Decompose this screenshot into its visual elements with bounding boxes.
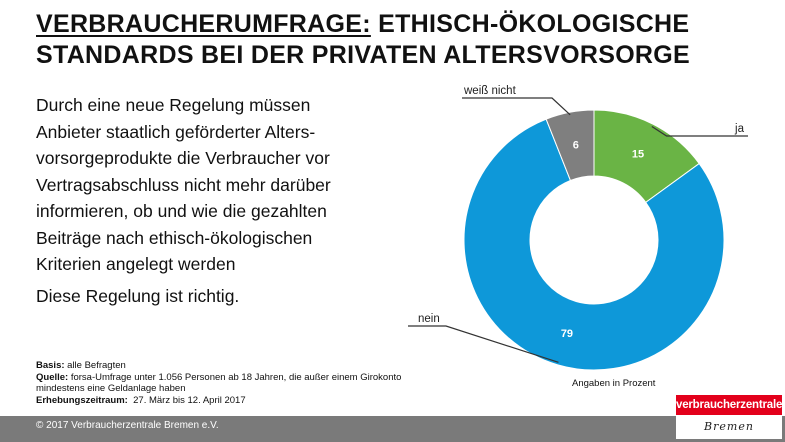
- slice-value-label: 15: [632, 149, 644, 161]
- title-line-2: STANDARDS BEI DER PRIVATEN ALTERSVORSORG…: [36, 41, 691, 69]
- footer-bar: © 2017 Verbraucherzentrale Bremen e.V.: [0, 416, 785, 442]
- source-label: Quelle:: [36, 371, 69, 383]
- intro-line: Anbieter staatlich geförderter Alters-: [36, 121, 316, 142]
- basis-label: Basis:: [36, 360, 65, 371]
- category-label: weiß nicht: [463, 85, 517, 97]
- donut-slice-nein: [463, 118, 725, 371]
- source-value: forsa-Umfrage unter 1.056 Personen ab 18…: [70, 371, 402, 383]
- leader-line: [651, 125, 748, 137]
- intro-line: informieren, ob und wie die gezahlten: [36, 201, 327, 221]
- source-value-cont: mindestens eine Geldanlage haben: [36, 383, 186, 395]
- brand-logo: verbraucherzentrale Bremen: [676, 395, 782, 439]
- title-lead: VERBRAUCHERUMFRAGE:: [36, 10, 371, 38]
- intro-line: Kriterien angelegt werden: [36, 254, 236, 274]
- basis-value: alle Befragten: [67, 360, 126, 371]
- survey-statement: Diese Regelung ist richtig.: [36, 286, 240, 306]
- intro-text: Durch eine neue Regelung müssen Anbieter…: [36, 92, 386, 278]
- slice-value-label: 6: [573, 140, 579, 152]
- page-title: VERBRAUCHERUMFRAGE: ETHISCH-ÖKOLOGISCHE …: [36, 9, 776, 71]
- logo-wordmark: verbraucherzentrale: [676, 395, 782, 415]
- slice-value-label: 79: [561, 328, 573, 340]
- survey-notes: Basis: alle Befragten Quelle: forsa-Umfr…: [36, 360, 436, 406]
- title-rest: ETHISCH-ÖKOLOGISCHE: [378, 10, 690, 38]
- intro-line: vorsorgeprodukte die Verbraucher vor: [36, 148, 330, 168]
- intro-line: Vertragsabschluss nicht mehr darüber: [36, 174, 331, 195]
- intro-line: Beiträge nach ethisch-ökologischen: [36, 227, 313, 248]
- leader-line: [462, 97, 571, 116]
- copyright: © 2017 Verbraucherzentrale Bremen e.V.: [36, 420, 219, 431]
- category-label: ja: [734, 123, 745, 135]
- logo-city: Bremen: [704, 420, 754, 433]
- category-label: nein: [418, 313, 440, 325]
- intro-line: Durch eine neue Regelung müssen: [36, 95, 311, 115]
- unit-note: Angaben in Prozent: [572, 378, 656, 389]
- donut-slice-weiß-nicht: [545, 109, 595, 182]
- leader-line: [408, 325, 559, 363]
- period-label: Erhebungszeitraum:: [36, 394, 128, 406]
- period-value: 27. März bis 12. April 2017: [133, 394, 246, 406]
